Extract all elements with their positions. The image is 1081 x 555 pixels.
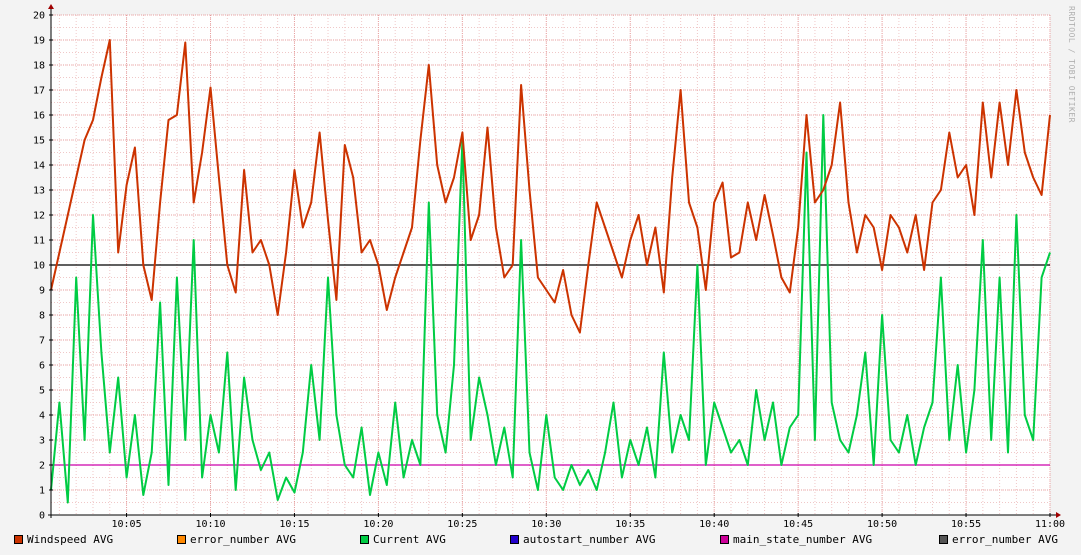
x-tick-label: 10:30 <box>531 519 561 530</box>
y-tick-label: 14 <box>33 161 45 172</box>
y-tick-label: 17 <box>33 86 45 97</box>
y-tick-label: 8 <box>39 311 45 322</box>
y-tick-label: 13 <box>33 186 45 197</box>
series-line-windspeed-avg <box>50 39 1051 334</box>
x-tick-label: 10:40 <box>699 519 729 530</box>
legend-item: Windspeed AVG <box>14 533 113 546</box>
legend-label: error_number AVG <box>952 533 1058 546</box>
y-tick-label: 15 <box>33 136 45 147</box>
rrdtool-watermark: RRDTOOL / TOBI OETIKER <box>1067 6 1076 123</box>
legend-swatch <box>939 535 948 544</box>
y-axis-arrow <box>48 4 54 9</box>
x-tick-label: 10:35 <box>615 519 645 530</box>
x-tick-label: 10:25 <box>447 519 477 530</box>
x-tick-label: 11:00 <box>1035 519 1065 530</box>
x-tick-label: 10:50 <box>867 519 897 530</box>
y-tick-label: 18 <box>33 61 45 72</box>
legend-label: error_number AVG <box>190 533 296 546</box>
y-tick-label: 7 <box>39 336 45 347</box>
series-line-current-avg <box>50 114 1051 504</box>
legend-item: error_number AVG <box>939 533 1058 546</box>
y-tick-label: 6 <box>39 361 45 372</box>
x-tick-label: 10:15 <box>279 519 309 530</box>
legend-item: autostart_number AVG <box>510 533 655 546</box>
axes <box>48 4 1061 518</box>
y-tick-label: 5 <box>39 386 45 397</box>
legend-item: Current AVG <box>360 533 446 546</box>
legend-label: Windspeed AVG <box>27 533 114 546</box>
legend-swatch <box>360 535 369 544</box>
y-tick-label: 12 <box>33 211 45 222</box>
y-tick-label: 4 <box>39 411 45 422</box>
x-tick-label: 10:45 <box>783 519 813 530</box>
x-tick-label: 10:10 <box>195 519 225 530</box>
legend: Windspeed AVG error_number AVG Current AVG… <box>14 533 1074 549</box>
y-tick-label: 1 <box>39 486 45 497</box>
legend-item: main_state_number AVG <box>720 533 872 546</box>
y-tick-label: 16 <box>33 111 45 122</box>
y-tick-label: 10 <box>33 261 45 272</box>
x-tick-label: 10:20 <box>363 519 393 530</box>
x-axis-arrow <box>1056 512 1061 518</box>
y-tick-label: 2 <box>39 461 45 472</box>
y-tick-label: 11 <box>33 236 45 247</box>
legend-swatch <box>14 535 23 544</box>
y-tick-label: 20 <box>33 11 45 22</box>
x-axis-tick-labels: 10:05 10:10 10:15 10:20 10:25 10:30 10:35 10:40… <box>111 519 1065 530</box>
legend-swatch <box>510 535 519 544</box>
series-layer <box>50 39 1051 504</box>
legend-swatch <box>177 535 186 544</box>
y-tick-label: 3 <box>39 436 45 447</box>
legend-label: Current AVG <box>373 533 446 546</box>
y-tick-label: 0 <box>39 511 45 522</box>
x-tick-label: 10:55 <box>951 519 981 530</box>
legend-swatch <box>720 535 729 544</box>
legend-item: error_number AVG <box>177 533 296 546</box>
legend-label: main_state_number AVG <box>733 533 873 546</box>
y-tick-label: 19 <box>33 36 45 47</box>
x-tick-label: 10:05 <box>111 519 141 530</box>
legend-label: autostart_number AVG <box>523 533 656 546</box>
y-tick-label: 9 <box>39 286 45 297</box>
